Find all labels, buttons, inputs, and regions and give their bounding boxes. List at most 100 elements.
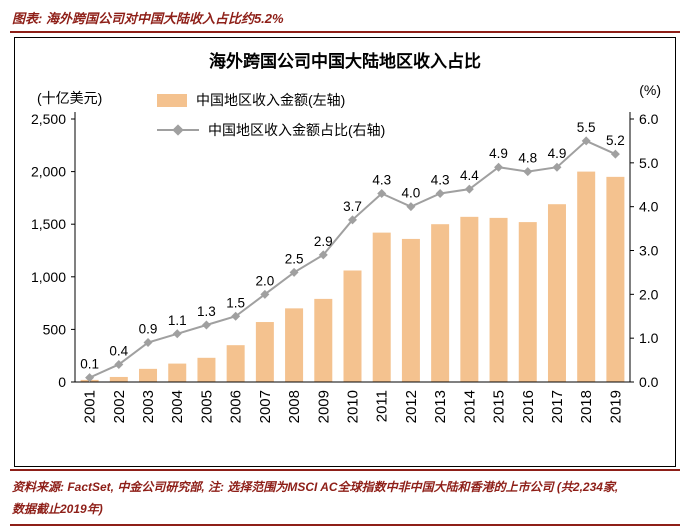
left-axis-tick-label: 1,500 xyxy=(31,216,66,232)
legend-label-share: 中国地区收入金额占比(右轴) xyxy=(208,122,386,138)
diamond-marker xyxy=(318,250,328,260)
share-data-label: 5.2 xyxy=(606,133,625,148)
share-data-label: 0.1 xyxy=(80,357,99,372)
x-axis-year-label: 2003 xyxy=(140,390,157,423)
right-axis-tick-label: 0.0 xyxy=(639,374,659,390)
x-axis-year-label: 2012 xyxy=(403,390,420,423)
source-note-line2: 数据截止2019年) xyxy=(12,501,103,516)
diamond-marker xyxy=(143,338,153,348)
left-axis-unit-label: (十亿美元) xyxy=(37,90,103,106)
diamond-marker-icon xyxy=(172,123,184,136)
revenue-bar xyxy=(547,204,566,382)
left-axis-tick-label: 2,500 xyxy=(31,111,66,127)
diamond-marker xyxy=(289,267,299,277)
revenue-bar xyxy=(255,322,274,382)
revenue-bar xyxy=(518,222,537,382)
x-axis-year-label: 2008 xyxy=(286,390,303,423)
right-axis-tick-label: 5.0 xyxy=(639,155,659,171)
share-data-label: 3.7 xyxy=(343,199,362,214)
share-data-label: 4.9 xyxy=(489,146,508,161)
right-axis-tick-label: 4.0 xyxy=(639,199,659,215)
share-data-label: 4.9 xyxy=(548,146,567,161)
x-axis-year-label: 2001 xyxy=(82,390,99,423)
x-axis-year-label: 2015 xyxy=(491,390,508,423)
right-axis-tick-label: 2.0 xyxy=(639,286,659,302)
diamond-marker xyxy=(260,289,270,299)
x-axis-year-label: 2010 xyxy=(345,390,362,423)
revenue-bar xyxy=(139,368,158,382)
diamond-marker xyxy=(172,329,182,339)
diamond-marker xyxy=(377,189,387,199)
share-data-label: 4.3 xyxy=(431,173,450,188)
left-axis-tick-label: 500 xyxy=(43,321,67,337)
share-data-label: 2.5 xyxy=(285,251,304,266)
diamond-marker xyxy=(406,202,416,212)
left-axis-tick-label: 0 xyxy=(58,374,66,390)
revenue-bar xyxy=(372,232,391,382)
right-axis-tick-label: 6.0 xyxy=(639,111,659,127)
diamond-marker xyxy=(464,184,474,194)
revenue-bar xyxy=(168,363,187,382)
revenue-bar xyxy=(314,298,333,382)
left-axis-tick-label: 1,000 xyxy=(31,269,66,285)
legend-label-revenue: 中国地区收入金额(左轴) xyxy=(196,92,346,108)
diamond-marker xyxy=(581,136,591,146)
combo-chart-canvas: 0 500 1,000 1,500 2,000 2,500 0.0 1.0 2.0 3.0 4.0 5… xyxy=(31,111,659,423)
x-axis-year-label: 2011 xyxy=(374,390,391,422)
x-axis-year-label: 2013 xyxy=(432,390,449,423)
revenue-bar xyxy=(285,308,304,382)
chart-legend: 中国地区收入金额(左轴) 中国地区收入金额占比(右轴) xyxy=(157,90,385,140)
revenue-bar xyxy=(197,357,216,382)
left-axis-tick-label: 2,000 xyxy=(31,164,66,180)
share-data-label: 2.9 xyxy=(314,234,333,249)
diamond-marker xyxy=(552,162,562,172)
x-axis-year-label: 2019 xyxy=(607,390,624,423)
bar-series-swatch xyxy=(157,93,187,107)
diamond-marker xyxy=(610,149,620,159)
bottom-divider xyxy=(10,524,680,526)
share-data-label: 1.5 xyxy=(226,295,245,310)
x-axis-year-label: 2006 xyxy=(228,390,245,423)
diamond-marker xyxy=(114,359,124,369)
right-axis-tick-label: 1.0 xyxy=(639,330,659,346)
share-data-label: 4.0 xyxy=(402,186,421,201)
legend-item-revenue: 中国地区收入金额(左轴) xyxy=(157,90,385,110)
x-axis-year-label: 2018 xyxy=(578,390,595,423)
top-divider xyxy=(10,31,680,33)
share-data-label: 0.4 xyxy=(109,343,128,358)
x-axis-year-label: 2009 xyxy=(315,390,332,423)
right-axis-unit-label: (%) xyxy=(639,82,661,98)
x-axis-year-label: 2002 xyxy=(111,390,128,423)
source-note-line1: 资料来源: FactSet, 中金公司研究部, 注: 选择范围为MSCI AC全… xyxy=(12,480,619,494)
share-data-label: 5.5 xyxy=(577,120,596,135)
source-note: 资料来源: FactSet, 中金公司研究部, 注: 选择范围为MSCI AC全… xyxy=(12,477,678,520)
share-data-label: 4.4 xyxy=(460,168,479,183)
revenue-bar xyxy=(489,217,508,382)
revenue-bar xyxy=(226,345,245,382)
chart-area: 海外跨国公司中国大陆地区收入占比 (十亿美元) (%) 中国地区收入金额(左轴)… xyxy=(14,37,676,467)
x-axis-year-label: 2005 xyxy=(198,390,215,423)
diamond-marker xyxy=(201,320,211,330)
revenue-bar xyxy=(109,376,128,382)
figure-caption: 图表: 海外跨国公司对中国大陆收入占比约5.2% xyxy=(12,11,284,26)
share-data-label: 4.8 xyxy=(518,151,537,166)
share-data-label: 2.0 xyxy=(255,273,274,288)
diamond-marker xyxy=(523,167,533,177)
share-data-label: 1.1 xyxy=(168,313,187,328)
chart-title: 海外跨国公司中国大陆地区收入占比 xyxy=(209,52,481,71)
revenue-bar xyxy=(401,238,420,382)
diamond-marker xyxy=(494,162,504,172)
share-data-label: 1.3 xyxy=(197,304,216,319)
revenue-bar xyxy=(460,216,479,382)
line-series-swatch xyxy=(157,123,199,136)
x-axis-year-label: 2004 xyxy=(169,390,186,423)
right-axis-tick-label: 3.0 xyxy=(639,243,659,259)
x-axis-year-label: 2016 xyxy=(520,390,537,423)
legend-item-share: 中国地区收入金额占比(右轴) xyxy=(157,120,385,140)
share-data-label: 4.3 xyxy=(372,173,391,188)
diamond-marker xyxy=(348,215,357,225)
revenue-bar xyxy=(431,224,450,382)
revenue-bar xyxy=(606,176,625,382)
diamond-marker xyxy=(231,311,241,321)
